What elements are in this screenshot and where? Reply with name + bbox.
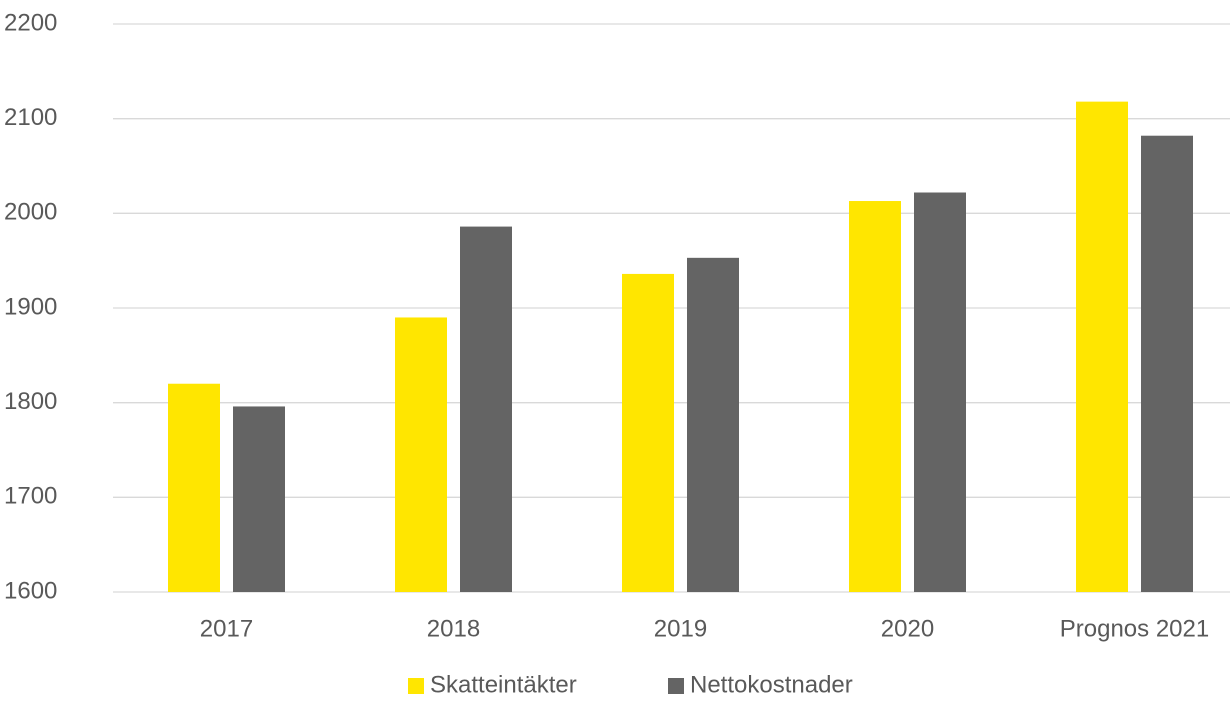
y-tick-label: 2000 xyxy=(4,199,57,226)
bar xyxy=(849,201,901,592)
bar xyxy=(1141,135,1193,592)
y-tick-label: 1700 xyxy=(4,483,57,510)
bar xyxy=(460,226,512,592)
bar xyxy=(395,317,447,592)
legend-swatch xyxy=(668,678,684,694)
legend-label: Nettokostnader xyxy=(690,671,853,698)
y-tick-label: 1900 xyxy=(4,293,57,320)
y-tick-label: 1800 xyxy=(4,388,57,415)
bar xyxy=(233,406,285,592)
x-tick-label: 2020 xyxy=(881,615,934,642)
legend-label: Skatteintäkter xyxy=(430,671,577,698)
y-tick-label: 2200 xyxy=(4,9,57,36)
y-tick-label: 2100 xyxy=(4,104,57,131)
bar xyxy=(622,273,674,592)
bar xyxy=(168,383,220,592)
x-tick-label: 2017 xyxy=(200,615,253,642)
legend-swatch xyxy=(408,678,424,694)
bar xyxy=(914,192,966,593)
y-tick-label: 1600 xyxy=(4,577,57,604)
x-tick-label: 2019 xyxy=(654,615,707,642)
x-tick-label: Prognos 2021 xyxy=(1060,615,1209,642)
bar xyxy=(687,257,739,592)
x-tick-label: 2018 xyxy=(427,615,480,642)
bar xyxy=(1076,101,1128,593)
